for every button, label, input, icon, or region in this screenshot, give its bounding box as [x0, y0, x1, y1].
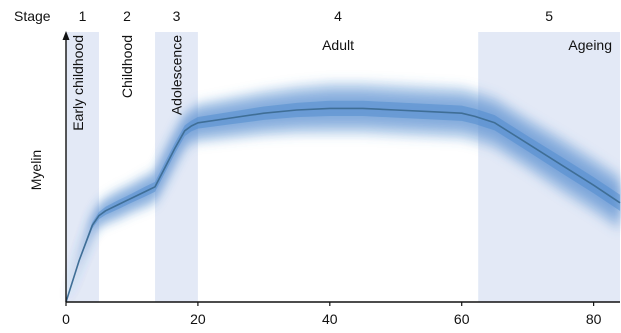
- x-tick-label-60: 60: [454, 311, 470, 327]
- x-tick-label-40: 40: [322, 311, 338, 327]
- stage-1-name: Early childhood: [70, 35, 86, 131]
- stage-header-label: Stage: [14, 8, 51, 24]
- series-0-line: [65, 107, 621, 303]
- x-tick-label-80: 80: [586, 311, 602, 327]
- labels-layer: 1 Early childhood 2 Childhood 3 Adolescence 4 A…: [14, 8, 612, 327]
- y-axis-label: Myelin: [28, 150, 44, 190]
- stage-4-name: Adult: [322, 37, 354, 53]
- stage-5-number: 5: [545, 8, 553, 24]
- stage-4-number: 4: [334, 8, 342, 24]
- axes-layer: [62, 31, 620, 306]
- stage-2-number: 2: [123, 8, 131, 24]
- x-tick-label-20: 20: [190, 311, 206, 327]
- myelin-line-layer: [65, 107, 621, 303]
- stage-3-name: Adolescence: [168, 35, 184, 115]
- y-axis-arrowhead: [62, 31, 70, 40]
- stage-5-name: Ageing: [568, 37, 612, 53]
- x-tick-label-0: 0: [62, 311, 70, 327]
- stage-2-name: Childhood: [119, 35, 135, 98]
- stage-3-number: 3: [173, 8, 181, 24]
- stage-1-number: 1: [79, 8, 87, 24]
- uncertainty-band-layer: [66, 81, 620, 302]
